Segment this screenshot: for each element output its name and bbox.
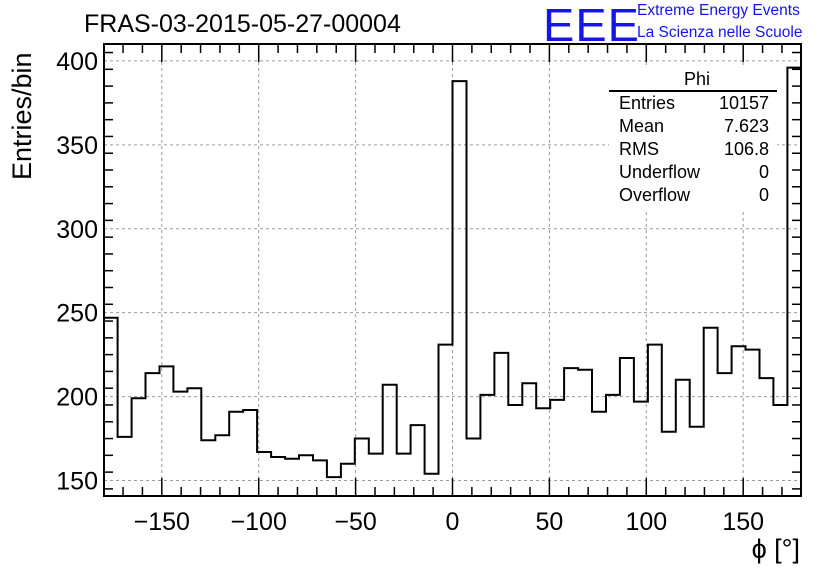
stats-row-label: Underflow: [619, 162, 701, 182]
stats-row-value: 10157: [718, 93, 769, 113]
y-tick-label: 400: [56, 48, 98, 76]
x-tick-label: −150: [134, 508, 190, 536]
axis-ticks: [104, 44, 801, 496]
y-tick-labels: 150 200 250 300 350 400: [56, 48, 98, 496]
y-tick-label: 350: [56, 132, 98, 160]
stats-row: Mean 7.623: [609, 115, 777, 138]
x-tick-label: 0: [446, 508, 460, 536]
x-tick-label: −100: [231, 508, 287, 536]
stats-row-label: RMS: [619, 139, 659, 159]
stats-title: Phi: [609, 68, 777, 92]
chart-title: FRAS-03-2015-05-27-00004: [84, 10, 401, 38]
x-tick-labels: −150 −100 −50 0 50 100 150: [134, 508, 764, 536]
stats-row: Entries 10157: [609, 92, 777, 115]
stats-row: RMS 106.8: [609, 138, 777, 161]
y-tick-label: 300: [56, 216, 98, 244]
stats-row-label: Entries: [619, 93, 676, 113]
y-tick-label: 150: [56, 468, 98, 496]
eee-logo: EEE Extreme Energy Events La Scienza nel…: [543, 0, 833, 51]
stats-row-value: 7.623: [723, 116, 769, 136]
histogram-outline: [103, 66, 802, 479]
x-tick-label: 50: [535, 508, 563, 536]
logo-mark: EEE: [543, 0, 640, 51]
stats-row: Underflow 0: [609, 161, 777, 184]
stats-box: Phi Entries 10157 Mean 7.623 RMS 106.8 Underfl…: [609, 68, 777, 210]
x-tick-label: −50: [334, 508, 376, 536]
stats-row: Overflow 0: [609, 184, 777, 207]
stats-row-label: Overflow: [619, 185, 691, 205]
x-tick-label: 100: [625, 508, 667, 536]
stats-row-label: Mean: [619, 116, 665, 136]
logo-line-2: La Scienza nelle Scuole: [637, 24, 803, 41]
y-tick-label: 200: [56, 384, 98, 412]
stats-row-value: 106.8: [723, 139, 769, 159]
x-tick-label: 150: [722, 508, 764, 536]
x-axis-label: ϕ [°]: [752, 534, 800, 564]
y-tick-label: 250: [56, 300, 98, 328]
logo-line-1: Extreme Energy Events: [637, 2, 800, 19]
y-axis-label: Entries/bin: [7, 52, 37, 180]
stats-row-value: 0: [758, 185, 769, 205]
stats-row-value: 0: [758, 162, 769, 182]
